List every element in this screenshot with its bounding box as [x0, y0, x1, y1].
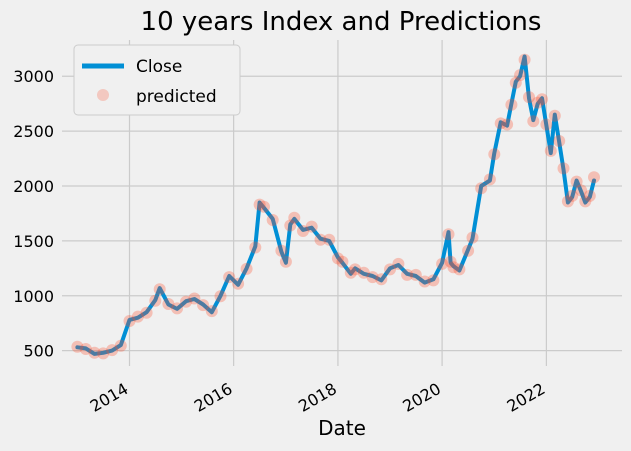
- predicted-point: [553, 135, 566, 147]
- predicted-point: [106, 344, 119, 357]
- legend-close-label: Close: [136, 57, 182, 77]
- predicted-point: [466, 231, 479, 244]
- predicted-point: [570, 175, 583, 188]
- y-tick-label: 2500: [13, 122, 54, 141]
- predicted-point: [583, 189, 596, 202]
- predicted-point: [518, 53, 531, 66]
- predicted-point: [149, 294, 162, 307]
- predicted-point: [223, 271, 236, 284]
- predicted-point: [314, 233, 327, 246]
- series-close-line: [75, 54, 596, 356]
- predicted-point: [418, 275, 431, 288]
- predicted-point: [344, 266, 357, 279]
- predicted-point: [462, 244, 475, 257]
- predicted-point: [540, 118, 553, 131]
- predicted-point: [579, 195, 592, 208]
- predicted-point: [88, 346, 101, 359]
- legend: Close predicted: [73, 44, 241, 116]
- predicted-point: [140, 306, 153, 319]
- predicted-point: [561, 195, 574, 208]
- predicted-point: [531, 96, 544, 109]
- x-axis-label: Date: [318, 416, 366, 440]
- legend-predicted-swatch: [97, 89, 109, 101]
- predicted-point: [205, 305, 218, 318]
- predicted-point: [375, 273, 388, 286]
- predicted-point: [501, 118, 514, 131]
- predicted-point: [180, 295, 192, 308]
- predicted-point: [162, 298, 175, 310]
- predicted-point: [514, 69, 527, 82]
- predicted-point: [253, 198, 266, 211]
- predicted-point: [232, 277, 245, 290]
- predicted-point: [171, 302, 184, 315]
- predicted-point: [588, 171, 600, 184]
- predicted-point: [544, 144, 557, 157]
- predicted-point: [548, 109, 561, 122]
- predicted-point: [488, 148, 501, 161]
- predicted-point: [279, 255, 292, 268]
- predicted-point: [153, 283, 166, 296]
- predicted-point: [79, 343, 92, 355]
- predicted-point: [288, 211, 301, 224]
- predicted-point: [409, 268, 422, 281]
- predicted-point: [323, 233, 336, 246]
- predicted-point: [566, 189, 579, 202]
- predicted-point: [249, 241, 262, 254]
- predicted-point: [349, 263, 362, 276]
- predicted-point: [436, 257, 449, 270]
- predicted-point: [71, 340, 84, 353]
- predicted-point: [453, 263, 466, 276]
- legend-box: [73, 44, 241, 116]
- predicted-point: [505, 98, 518, 111]
- predicted-point: [297, 225, 309, 237]
- predicted-point: [575, 184, 588, 197]
- y-tick-label: 1000: [13, 287, 54, 306]
- predicted-point: [266, 214, 279, 226]
- y-tick-label: 1500: [13, 232, 54, 251]
- series-layer: [71, 53, 600, 360]
- predicted-point: [240, 262, 253, 275]
- predicted-point: [366, 271, 379, 284]
- predicted-point: [494, 117, 507, 130]
- predicted-point: [427, 274, 440, 287]
- predicted-point: [442, 228, 455, 241]
- predicted-point: [331, 252, 344, 265]
- predicted-point: [392, 257, 405, 270]
- chart-title: 10 years Index and Predictions: [141, 7, 542, 37]
- predicted-point: [197, 299, 210, 312]
- predicted-point: [527, 115, 540, 128]
- predicted-point: [557, 162, 570, 175]
- legend-predicted-label: predicted: [136, 87, 217, 107]
- predicted-point: [384, 263, 396, 276]
- predicted-point: [444, 255, 457, 268]
- predicted-point: [483, 173, 496, 186]
- predicted-point: [131, 310, 144, 323]
- predicted-point: [284, 219, 297, 232]
- predicted-point: [509, 76, 522, 89]
- predicted-point: [123, 315, 136, 327]
- y-tick-label: 3000: [13, 67, 54, 86]
- predicted-point: [275, 244, 288, 257]
- predicted-point: [305, 220, 318, 233]
- predicted-point: [336, 255, 349, 268]
- predicted-point: [258, 200, 270, 213]
- predicted-point: [114, 339, 127, 352]
- predicted-point: [523, 91, 535, 104]
- predicted-point: [357, 266, 370, 279]
- predicted-point: [188, 292, 201, 305]
- y-tick-label: 2000: [13, 177, 54, 196]
- y-tick-label: 500: [23, 342, 54, 361]
- predicted-point: [536, 93, 548, 106]
- predicted-point: [401, 268, 414, 281]
- predicted-point: [97, 347, 110, 360]
- predicted-point: [475, 182, 488, 195]
- predicted-point: [214, 290, 227, 303]
- predicted-point: [447, 261, 460, 274]
